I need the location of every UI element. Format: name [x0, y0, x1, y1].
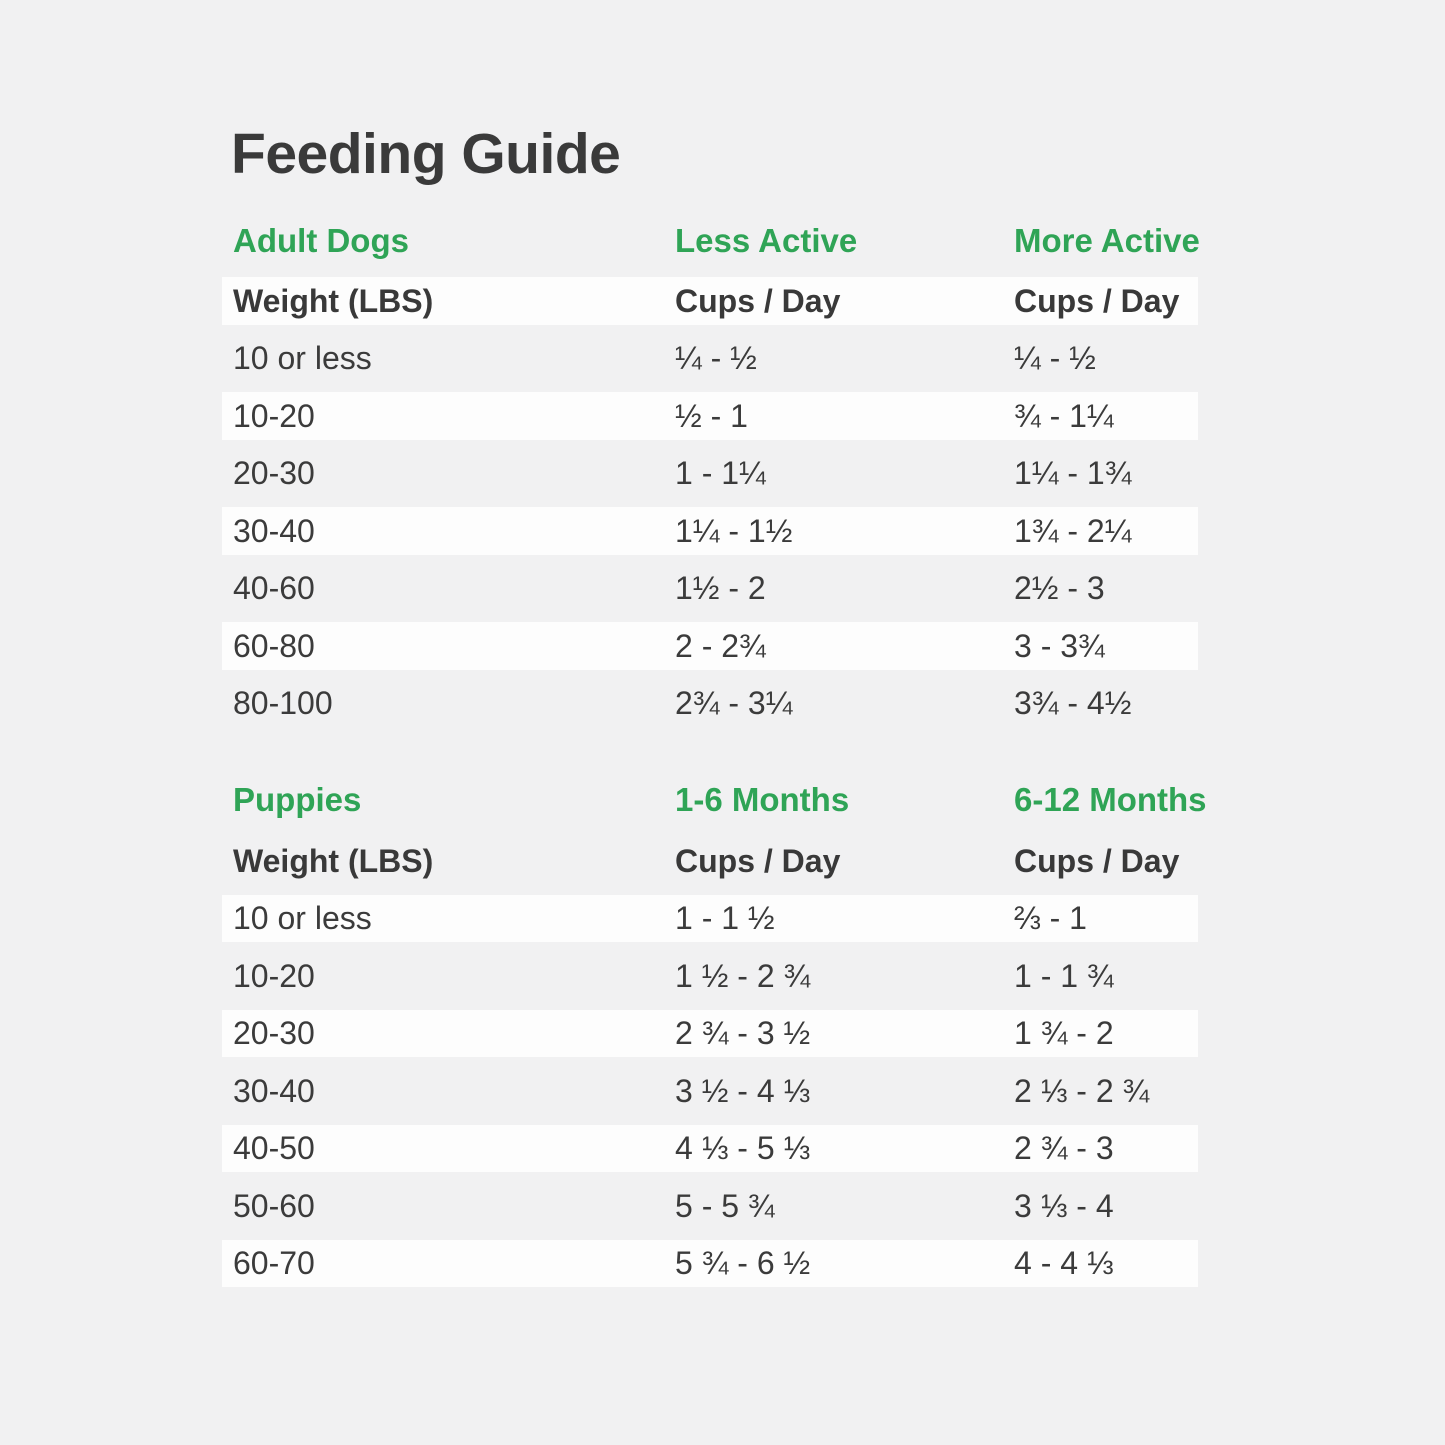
- weight-cell: 40-60: [233, 570, 315, 607]
- cups-cell: 1 - 1 ¾: [1014, 957, 1114, 994]
- weight-header-cell: Weight (LBS): [233, 842, 434, 879]
- adult-header-row: Weight (LBS) Cups / Day Cups / Day: [222, 272, 1198, 330]
- cups-cell: 1 - 1 ½: [675, 900, 775, 937]
- adult-dogs-table: Weight (LBS) Cups / Day Cups / Day 10 or…: [222, 272, 1198, 732]
- cups-cell: ½ - 1: [675, 397, 748, 434]
- puppies-table: Weight (LBS) Cups / Day Cups / Day 10 or…: [222, 832, 1198, 1292]
- weight-cell: 30-40: [233, 512, 315, 549]
- cups-cell: 2 ¾ - 3 ½: [675, 1015, 811, 1052]
- cups-cell: 3¾ - 4½: [1014, 685, 1132, 722]
- cups-cell: 3 ½ - 4 ⅓: [675, 1072, 811, 1109]
- cups-cell: ¾ - 1¼: [1014, 397, 1114, 434]
- cups-cell: 5 ¾ - 6 ½: [675, 1245, 811, 1282]
- table-row: 10-20 1 ½ - 2 ¾ 1 - 1 ¾: [222, 947, 1198, 1005]
- cups-header-cell: Cups / Day: [675, 842, 841, 879]
- weight-cell: 50-60: [233, 1187, 315, 1224]
- table-row: 20-30 2 ¾ - 3 ½ 1 ¾ - 2: [222, 1004, 1198, 1062]
- puppies-section-labels: Puppies 1-6 Months 6-12 Months: [222, 779, 1207, 821]
- weight-cell: 10-20: [233, 397, 315, 434]
- cups-header-cell: Cups / Day: [1014, 282, 1180, 319]
- weight-header-cell: Weight (LBS): [233, 282, 434, 319]
- adult-less-active-label: Less Active: [675, 222, 858, 259]
- cups-cell: 4 ⅓ - 5 ⅓: [675, 1130, 811, 1167]
- cups-cell: ¼ - ½: [675, 340, 757, 377]
- cups-cell: 2¾ - 3¼: [675, 685, 793, 722]
- puppies-section-label: Puppies: [233, 781, 362, 818]
- page-title: Feeding Guide: [231, 122, 621, 186]
- weight-cell: 10 or less: [233, 340, 372, 377]
- cups-cell: 1 ¾ - 2: [1014, 1015, 1114, 1052]
- weight-cell: 30-40: [233, 1072, 315, 1109]
- cups-cell: 5 - 5 ¾: [675, 1187, 775, 1224]
- weight-cell: 80-100: [233, 685, 333, 722]
- adult-more-active-label: More Active: [1014, 222, 1200, 259]
- table-row: 40-60 1½ - 2 2½ - 3: [222, 560, 1198, 618]
- cups-cell: 1½ - 2: [675, 570, 766, 607]
- weight-cell: 60-80: [233, 627, 315, 664]
- weight-cell: 20-30: [233, 1015, 315, 1052]
- cups-cell: 2 ⅓ - 2 ¾: [1014, 1072, 1150, 1109]
- table-row: 60-70 5 ¾ - 6 ½ 4 - 4 ⅓: [222, 1234, 1198, 1292]
- table-row: 30-40 1¼ - 1½ 1¾ - 2¼: [222, 502, 1198, 560]
- weight-cell: 60-70: [233, 1245, 315, 1282]
- cups-cell: ⅔ - 1: [1014, 900, 1087, 937]
- table-row: 20-30 1 - 1¼ 1¼ - 1¾: [222, 445, 1198, 503]
- cups-cell: 3 - 3¾: [1014, 627, 1105, 664]
- puppies-6-12-months-label: 6-12 Months: [1014, 781, 1207, 818]
- cups-cell: 2½ - 3: [1014, 570, 1105, 607]
- cups-cell: 3 ⅓ - 4: [1014, 1187, 1114, 1224]
- table-row: 10-20 ½ - 1 ¾ - 1¼: [222, 387, 1198, 445]
- table-row: 50-60 5 - 5 ¾ 3 ⅓ - 4: [222, 1177, 1198, 1235]
- table-row: 10 or less ¼ - ½ ¼ - ½: [222, 330, 1198, 388]
- puppies-1-6-months-label: 1-6 Months: [675, 781, 850, 818]
- cups-header-cell: Cups / Day: [1014, 842, 1180, 879]
- puppies-header-row: Weight (LBS) Cups / Day Cups / Day: [222, 832, 1198, 890]
- table-row: 80-100 2¾ - 3¼ 3¾ - 4½: [222, 675, 1198, 733]
- table-row: 30-40 3 ½ - 4 ⅓ 2 ⅓ - 2 ¾: [222, 1062, 1198, 1120]
- cups-cell: 4 - 4 ⅓: [1014, 1245, 1114, 1282]
- adult-section-labels: Adult Dogs Less Active More Active: [222, 220, 1200, 262]
- weight-cell: 40-50: [233, 1130, 315, 1167]
- cups-header-cell: Cups / Day: [675, 282, 841, 319]
- table-row: 10 or less 1 - 1 ½ ⅔ - 1: [222, 889, 1198, 947]
- cups-cell: ¼ - ½: [1014, 340, 1096, 377]
- cups-cell: 1¾ - 2¼: [1014, 512, 1132, 549]
- table-row: 60-80 2 - 2¾ 3 - 3¾: [222, 617, 1198, 675]
- cups-cell: 2 - 2¾: [675, 627, 766, 664]
- weight-cell: 10 or less: [233, 900, 372, 937]
- weight-cell: 20-30: [233, 455, 315, 492]
- cups-cell: 2 ¾ - 3: [1014, 1130, 1114, 1167]
- weight-cell: 10-20: [233, 957, 315, 994]
- cups-cell: 1¼ - 1¾: [1014, 455, 1132, 492]
- cups-cell: 1 - 1¼: [675, 455, 766, 492]
- table-row: 40-50 4 ⅓ - 5 ⅓ 2 ¾ - 3: [222, 1119, 1198, 1177]
- cups-cell: 1¼ - 1½: [675, 512, 793, 549]
- cups-cell: 1 ½ - 2 ¾: [675, 957, 811, 994]
- adult-section-label: Adult Dogs: [233, 222, 409, 259]
